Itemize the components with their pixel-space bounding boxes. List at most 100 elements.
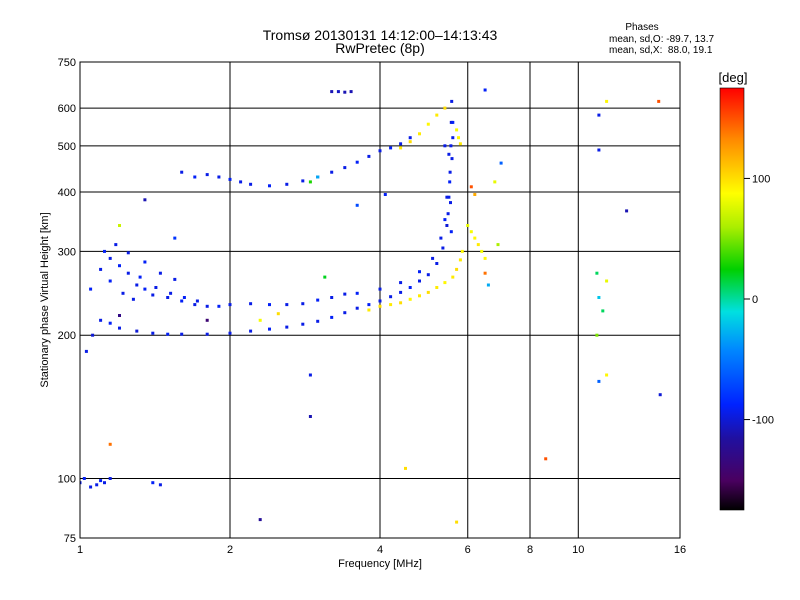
data-point-x xyxy=(408,297,412,301)
data-point-other xyxy=(173,236,177,240)
data-point-o xyxy=(135,329,139,333)
data-point-other xyxy=(469,185,473,189)
data-point-o xyxy=(180,299,184,303)
data-point-o xyxy=(249,302,253,306)
data-point-o xyxy=(389,295,393,299)
data-point-o xyxy=(355,306,359,310)
data-point-x xyxy=(276,312,280,316)
data-point-x xyxy=(480,249,484,253)
data-point-x xyxy=(426,290,430,294)
data-point-o xyxy=(99,318,103,322)
data-point-o xyxy=(448,170,452,174)
data-point-other xyxy=(308,180,312,184)
data-points xyxy=(80,88,662,524)
data-point-x xyxy=(118,224,121,227)
data-point-x xyxy=(367,308,371,312)
data-point-x xyxy=(426,122,430,126)
data-point-o xyxy=(143,287,147,291)
data-point-o xyxy=(268,327,271,331)
data-point-o xyxy=(151,331,155,335)
data-point-o xyxy=(268,303,271,307)
data-point-other xyxy=(308,415,312,418)
colorbar-ticks: 100 0 -100 xyxy=(744,173,774,427)
data-point-o xyxy=(180,332,184,336)
data-point-o xyxy=(205,173,209,177)
data-point-other xyxy=(108,442,112,446)
data-point-o xyxy=(408,286,412,289)
data-point-o xyxy=(378,149,382,153)
data-point-o xyxy=(205,304,209,308)
data-point-o xyxy=(301,322,305,326)
data-point-x xyxy=(378,304,382,308)
data-point-x xyxy=(418,132,421,136)
y-tick-label: 100 xyxy=(58,474,76,486)
y-tick-label: 500 xyxy=(58,141,76,153)
colorbar-tick-label: 100 xyxy=(752,173,770,185)
data-point-other xyxy=(404,466,407,470)
data-point-other xyxy=(544,457,548,461)
data-point-o xyxy=(301,179,305,183)
data-point-other xyxy=(657,99,661,103)
phases-title: Phases xyxy=(625,22,658,33)
y-tick-label: 200 xyxy=(58,330,76,342)
data-point-other xyxy=(258,518,262,522)
data-point-o xyxy=(447,152,451,156)
data-point-x xyxy=(496,243,500,247)
data-point-o xyxy=(84,349,88,353)
data-point-o xyxy=(180,170,184,174)
data-point-o xyxy=(378,287,382,291)
data-point-x xyxy=(258,318,262,322)
y-tick-label: 600 xyxy=(58,103,76,115)
data-point-o xyxy=(205,332,209,336)
data-point-o xyxy=(99,479,103,483)
grid-lines xyxy=(80,62,680,538)
data-point-other xyxy=(455,520,459,524)
data-point-o xyxy=(355,160,359,164)
data-point-other xyxy=(605,373,609,377)
x-tick-label: 10 xyxy=(572,544,584,556)
data-point-x xyxy=(435,113,439,117)
data-point-other xyxy=(597,113,601,117)
data-point-x xyxy=(455,267,459,271)
data-point-x xyxy=(443,106,447,110)
data-point-x xyxy=(476,243,480,247)
data-point-x xyxy=(458,258,462,262)
data-point-o xyxy=(399,142,403,146)
data-point-x xyxy=(451,275,455,279)
data-point-o xyxy=(448,180,452,184)
data-point-other xyxy=(601,309,605,313)
data-point-o xyxy=(89,287,93,291)
data-point-o xyxy=(99,267,103,271)
data-point-o xyxy=(89,485,93,489)
data-point-o xyxy=(151,293,155,297)
data-point-x xyxy=(457,136,460,140)
data-point-o xyxy=(449,144,453,148)
data-point-o xyxy=(193,175,197,179)
data-point-o xyxy=(439,236,443,240)
data-point-x xyxy=(418,294,421,298)
data-point-other xyxy=(658,393,662,397)
data-point-o xyxy=(80,481,82,485)
data-point-o xyxy=(330,170,334,174)
data-point-x xyxy=(399,146,403,150)
data-point-x xyxy=(473,236,477,240)
data-point-o xyxy=(408,136,412,140)
colorbar-tick-label: -100 xyxy=(752,415,774,427)
x-tick-labels: 1 2 4 6 8 10 16 xyxy=(77,544,686,556)
data-point-o xyxy=(108,256,112,260)
data-point-o xyxy=(447,195,451,199)
data-point-o xyxy=(441,246,445,250)
data-point-x xyxy=(460,249,464,253)
data-point-o xyxy=(449,201,452,205)
data-point-o xyxy=(166,332,170,336)
data-point-o xyxy=(228,331,232,335)
data-point-other xyxy=(595,271,599,275)
data-point-o xyxy=(228,303,232,307)
data-point-o xyxy=(118,264,121,268)
data-point-o xyxy=(418,279,421,283)
data-point-o xyxy=(118,326,121,330)
data-point-o xyxy=(103,249,106,253)
data-point-o xyxy=(450,99,454,103)
data-point-other xyxy=(595,333,599,337)
